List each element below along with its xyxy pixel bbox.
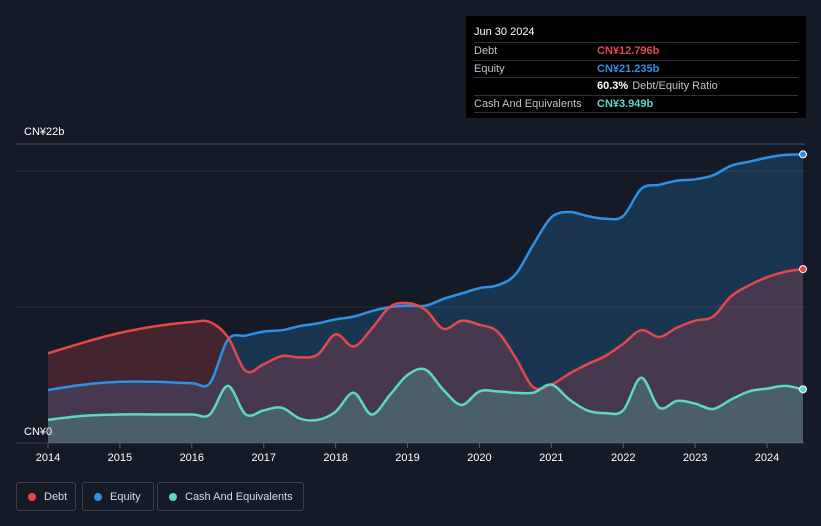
equity-end-marker: [799, 150, 807, 159]
x-tick-label: 2024: [755, 452, 779, 464]
debt-end-marker: [799, 265, 807, 274]
legend-item-debt[interactable]: Debt: [16, 482, 76, 511]
equity-legend-dot-icon: [94, 492, 102, 501]
tooltip-cash-row: Cash And Equivalents CN¥3.949b: [474, 94, 798, 113]
chart-series-lines: [47, 153, 804, 422]
y-axis-min-label: CN¥0: [24, 426, 52, 438]
y-axis-max-label: CN¥22b: [24, 126, 64, 138]
x-tick-label: 2016: [180, 452, 204, 464]
cash-end-marker: [799, 385, 807, 394]
legend-equity-label: Equity: [110, 490, 141, 503]
chart-series-areas: [48, 154, 803, 443]
legend-cash-label: Cash And Equivalents: [185, 490, 293, 503]
x-tick-label: 2014: [36, 452, 60, 464]
x-tick-label: 2022: [611, 452, 635, 464]
x-tick-label: 2021: [539, 452, 563, 464]
legend-item-cash[interactable]: Cash And Equivalents: [157, 482, 304, 511]
tooltip-equity-value: CN¥21.235b: [597, 62, 660, 75]
equity-line: [47, 153, 804, 392]
cash-line: [47, 367, 804, 422]
tooltip-ratio-value: 60.3%: [597, 80, 629, 92]
legend-debt-label: Debt: [44, 490, 68, 503]
x-tick-label: 2019: [395, 452, 419, 464]
x-tick-label: 2017: [251, 452, 275, 464]
tooltip-cash-label: Cash And Equivalents: [474, 97, 582, 110]
x-tick-label: 2020: [467, 452, 491, 464]
chart-end-markers: [799, 150, 807, 394]
x-axis-ticks: 2014 2015 2016 2017 2018 2019 2020 2021 2022 2023…: [36, 443, 779, 464]
tooltip-equity-row: Equity CN¥21.235b: [474, 59, 798, 78]
data-tooltip: Jun 30 2024 Debt CN¥12.796b Equity CN¥21…: [466, 16, 806, 118]
tooltip-debt-row: Debt CN¥12.796b: [474, 42, 798, 60]
cash-area: [48, 368, 803, 443]
tooltip-debt-value: CN¥12.796b: [597, 45, 660, 57]
x-tick-label: 2023: [683, 452, 707, 464]
x-tick-label: 2018: [323, 452, 347, 464]
tooltip-equity-label: Equity: [474, 62, 505, 75]
cash-legend-dot-icon: [169, 492, 177, 501]
tooltip-ratio-label: Debt/Equity Ratio: [632, 80, 718, 92]
debt-line: [47, 267, 804, 391]
legend-item-equity[interactable]: Equity: [82, 482, 154, 511]
equity-area: [48, 154, 803, 443]
tooltip-debt-label: Debt: [474, 45, 498, 57]
tooltip-cash-value: CN¥3.949b: [597, 97, 654, 110]
chart-gridlines: [16, 143, 805, 444]
tooltip-ratio-row: 60.3% Debt/Equity Ratio: [474, 77, 798, 95]
x-tick-label: 2015: [108, 452, 132, 464]
tooltip-date: Jun 30 2024: [474, 26, 535, 38]
debt-legend-dot-icon: [28, 492, 36, 501]
